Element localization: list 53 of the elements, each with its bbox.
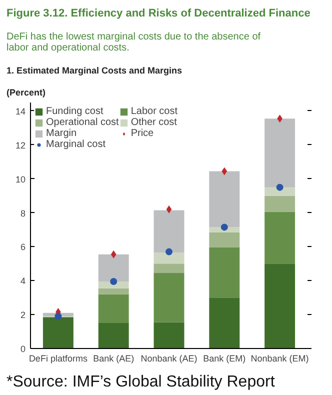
bar (154, 264, 184, 274)
y-tick-label: 4 (20, 276, 26, 286)
legend-label: Margin (46, 128, 77, 139)
bar (98, 323, 129, 348)
y-tick-label: 12 (15, 140, 26, 150)
chart-title: Figure 3.12. Efficiency and Risks of Decentralized Finance (6, 8, 310, 20)
legend-label: Marginal cost (46, 139, 106, 150)
chart-subtitle: DeFi has the lowest marginal costs due to the absence of labor and operational costs. (6, 32, 261, 54)
bar (209, 232, 240, 248)
bar (209, 248, 240, 298)
y-tick-label: 0 (20, 344, 26, 354)
bar (98, 281, 129, 288)
bar (154, 252, 184, 264)
y-tick-label: 10 (15, 174, 26, 184)
y-tick-label: 2 (20, 310, 26, 320)
bar (98, 294, 129, 324)
point (276, 184, 284, 191)
point (166, 205, 172, 214)
bar (154, 273, 184, 322)
legend-label: Labor cost (130, 106, 178, 117)
bar (209, 171, 240, 228)
bar (264, 212, 296, 264)
legend-label: Other cost (130, 117, 177, 128)
x-tick-label: Nonbank (EM) (250, 354, 309, 364)
bar (209, 298, 240, 348)
y-axis-title: (Percent) (6, 88, 46, 98)
bar (154, 322, 184, 348)
legend-label: Price (130, 128, 154, 139)
y-tick-label: 8 (20, 208, 26, 218)
point (220, 224, 228, 231)
bar (98, 288, 129, 294)
bar (42, 317, 74, 348)
text: 1. Estimated Marginal Costs and Margins (6, 66, 182, 76)
x-tick-label: DeFi platforms (28, 354, 88, 364)
text: *Source: IMF’s Global Stability Report (6, 374, 276, 390)
point (222, 167, 228, 176)
x-tick-label: Nonbank (AE) (140, 354, 198, 364)
y-tick-label: 6 (20, 242, 26, 252)
bar (264, 264, 296, 348)
bar (98, 254, 129, 282)
bar (264, 196, 296, 212)
x-tick-label: Bank (EM) (203, 354, 246, 364)
bar (154, 210, 184, 253)
point (166, 248, 172, 256)
point (54, 312, 62, 320)
legend-label: Operational cost (46, 117, 119, 128)
bar (264, 118, 296, 188)
bar (264, 187, 296, 196)
y-tick-label: 14 (15, 106, 26, 116)
point (110, 250, 116, 258)
legend-label: Funding cost (46, 106, 104, 117)
x-tick-label: Bank (AE) (93, 354, 134, 364)
point (110, 278, 118, 285)
